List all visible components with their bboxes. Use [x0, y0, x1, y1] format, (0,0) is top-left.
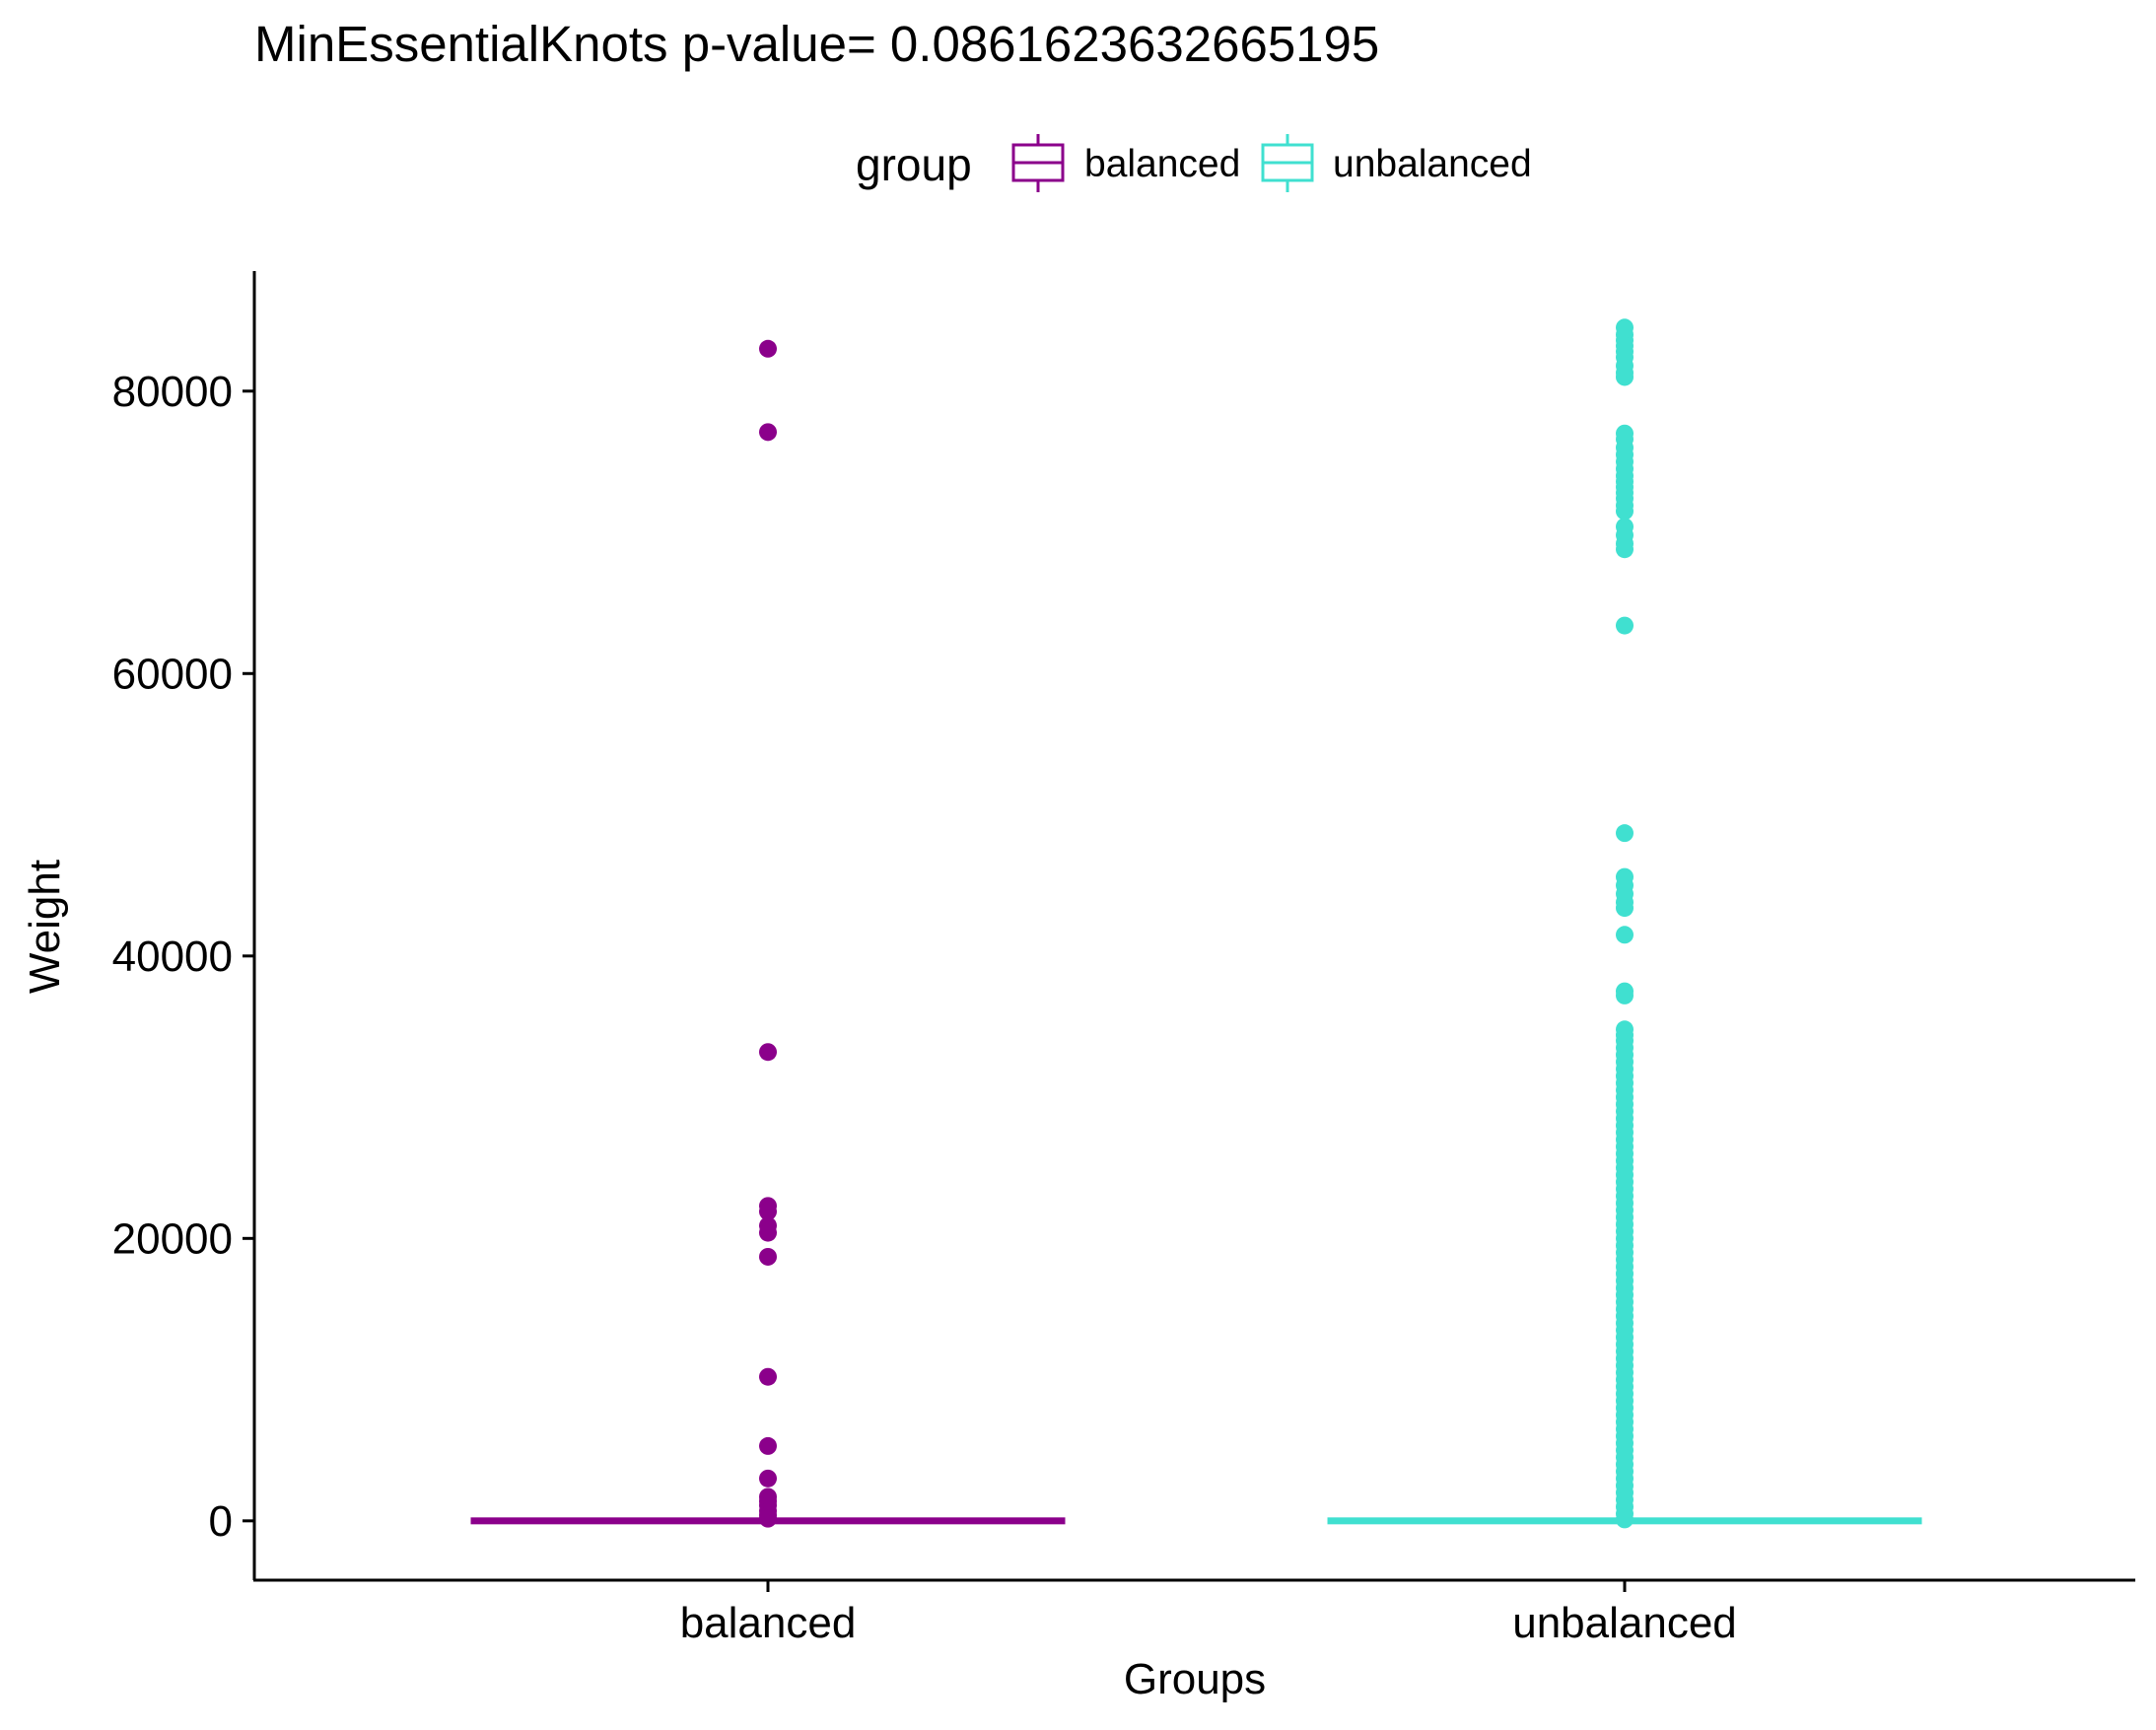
chart-title: MinEssentialKnots p-value= 0.08616236326…: [254, 16, 1379, 72]
outlier-point-balanced: [759, 1043, 777, 1062]
legend-label-unbalanced: unbalanced: [1333, 143, 1532, 185]
outlier-point-unbalanced: [1616, 986, 1634, 1004]
legend-label-balanced: balanced: [1084, 143, 1240, 185]
x-tick-label-unbalanced: unbalanced: [1512, 1599, 1737, 1647]
legend: group balanced unbalanced: [856, 134, 1532, 192]
outlier-point-balanced: [759, 1247, 777, 1266]
y-tick-label: 40000: [112, 933, 233, 981]
legend-key-balanced: [1011, 134, 1065, 192]
y-tick-label: 80000: [112, 368, 233, 416]
legend-key-unbalanced: [1261, 134, 1314, 192]
outlier-point-unbalanced: [1616, 926, 1634, 944]
outlier-point-balanced: [759, 1509, 777, 1528]
outlier-point-unbalanced: [1616, 824, 1634, 843]
x-tick-label-balanced: balanced: [680, 1599, 857, 1647]
outlier-point-balanced: [759, 1469, 777, 1488]
y-ticks: 0 20000 40000 60000 80000: [112, 368, 254, 1546]
outlier-point-balanced: [759, 423, 777, 442]
outlier-point-unbalanced: [1616, 368, 1634, 386]
boxes: [470, 1517, 1922, 1525]
outlier-point-balanced: [759, 1203, 777, 1221]
y-tick-label: 20000: [112, 1214, 233, 1263]
outlier-point-unbalanced: [1616, 502, 1634, 520]
outliers: [759, 318, 1634, 1529]
outlier-point-balanced: [759, 339, 777, 358]
x-ticks: balanced unbalanced: [680, 1580, 1737, 1647]
outlier-point-unbalanced: [1616, 1510, 1634, 1529]
outlier-point-unbalanced: [1616, 899, 1634, 918]
outlier-point-balanced: [759, 1367, 777, 1386]
y-axis-label: Weight: [21, 860, 69, 994]
outlier-point-balanced: [759, 1436, 777, 1455]
x-axis-label: Groups: [1124, 1655, 1266, 1703]
legend-title: group: [856, 139, 972, 190]
outlier-point-unbalanced: [1616, 616, 1634, 635]
y-tick-label: 60000: [112, 650, 233, 698]
outlier-point-unbalanced: [1616, 540, 1634, 559]
outlier-point-balanced: [759, 1223, 777, 1242]
y-tick-label: 0: [209, 1497, 233, 1546]
